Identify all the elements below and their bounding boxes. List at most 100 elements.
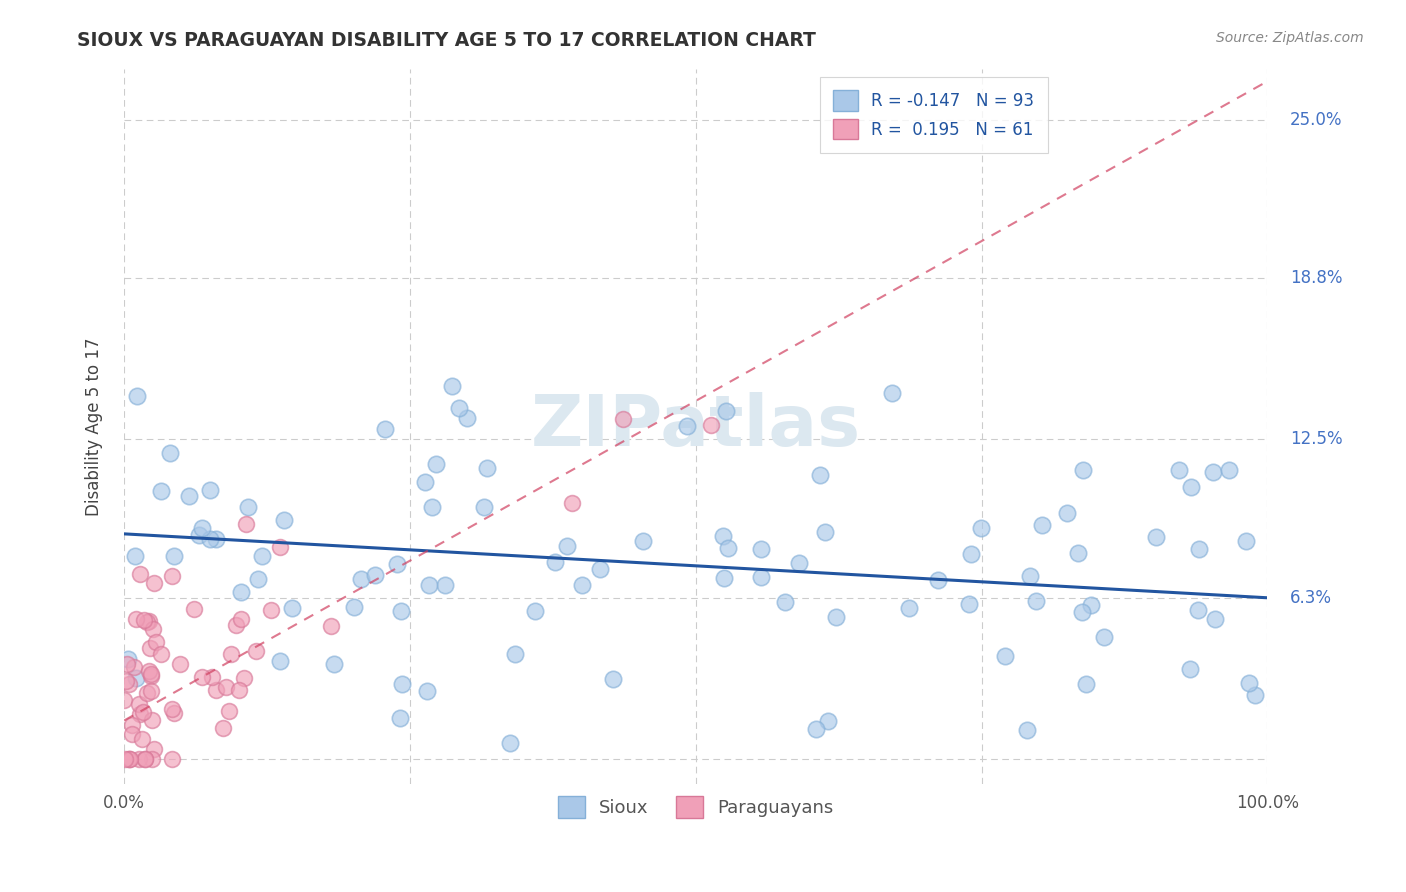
Point [229,584,252,599]
Point [269,540,291,554]
Text: 18.8%: 18.8% [1291,269,1343,287]
Point [131,705,153,719]
Point [112,693,135,707]
Point [425,457,447,471]
Point [1076,677,1098,691]
Point [135,686,157,700]
Point [218,704,240,718]
Point [141,684,163,698]
Point [1237,675,1260,690]
Point [188,528,211,542]
Point [499,736,522,750]
Point [232,671,254,685]
Point [117,752,139,766]
Text: ZIPatlas: ZIPatlas [530,392,860,461]
Point [787,556,810,570]
Point [994,648,1017,663]
Point [143,742,166,756]
Point [1167,463,1189,477]
Point [713,571,735,585]
Point [139,640,162,655]
Point [145,634,167,648]
Point [385,557,408,571]
Point [129,707,152,722]
Point [141,669,163,683]
Point [125,612,148,626]
Point [898,601,921,615]
Point [571,578,593,592]
Point [139,667,162,681]
Point [814,524,837,539]
Point [1019,568,1042,582]
Point [229,612,252,626]
Point [612,411,634,425]
Point [142,576,165,591]
Point [1071,463,1094,477]
Point [127,389,149,403]
Point [205,532,228,546]
Point [179,489,201,503]
Point [190,521,212,535]
Point [131,732,153,747]
Point [960,547,983,561]
Point [114,752,136,766]
Text: 6.3%: 6.3% [1291,589,1333,607]
Point [804,722,827,736]
Point [169,657,191,671]
Point [160,752,183,766]
Point [475,461,498,475]
Point [129,567,152,582]
Point [141,714,163,728]
Text: SIOUX VS PARAGUAYAN DISABILITY AGE 5 TO 17 CORRELATION CHART: SIOUX VS PARAGUAYAN DISABILITY AGE 5 TO … [77,31,817,50]
Point [245,643,267,657]
Point [882,385,904,400]
Point [350,572,373,586]
Point [250,549,273,563]
Point [602,672,624,686]
Legend: Sioux, Paraguayans: Sioux, Paraguayans [551,789,841,825]
Point [505,647,527,661]
Point [808,468,831,483]
Point [817,714,839,728]
Point [716,404,738,418]
Point [322,657,344,672]
Point [215,680,238,694]
Point [524,604,547,618]
Point [122,660,145,674]
Point [449,401,471,416]
Point [555,539,578,553]
Point [163,706,186,720]
Point [1056,507,1078,521]
Point [391,677,413,691]
Y-axis label: Disability Age 5 to 17: Disability Age 5 to 17 [86,337,103,516]
Point [132,613,155,627]
Point [773,595,796,609]
Point [191,670,214,684]
Point [118,752,141,766]
Point [957,597,980,611]
Point [281,600,304,615]
Point [1202,465,1225,479]
Point [228,682,250,697]
Point [1067,546,1090,560]
Point [456,411,478,425]
Point [160,702,183,716]
Point [374,422,396,436]
Point [1144,530,1167,544]
Point [121,727,143,741]
Point [824,609,846,624]
Point [115,673,138,688]
Point [125,671,148,685]
Point [749,541,772,556]
Point [150,648,173,662]
Point [1204,612,1226,626]
Point [441,379,464,393]
Point [561,496,583,510]
Point [212,721,235,735]
Point [117,652,139,666]
Text: Source: ZipAtlas.com: Source: ZipAtlas.com [1216,31,1364,45]
Point [160,568,183,582]
Point [319,619,342,633]
Point [472,500,495,515]
Point [149,483,172,498]
